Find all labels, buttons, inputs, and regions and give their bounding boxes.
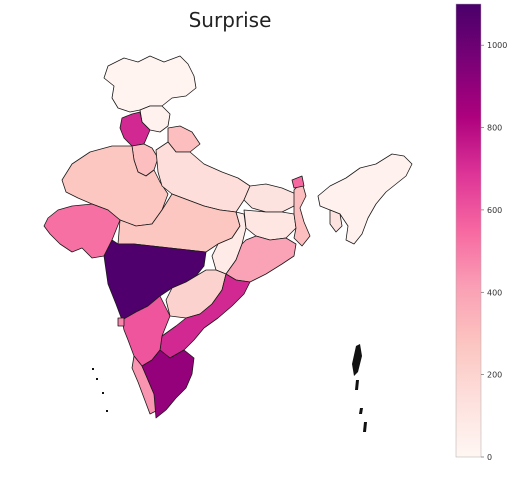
region-andaman-and-nicobar[interactable]	[352, 344, 367, 432]
colorbar-tick-label: 200	[487, 371, 502, 380]
colorbar: 0 200 400 600 800 1000	[455, 3, 507, 462]
region-odisha[interactable]	[225, 235, 297, 283]
region-jammu-and-kashmir[interactable]	[103, 55, 197, 113]
map-title: Surprise	[188, 8, 272, 32]
region-northeast[interactable]	[317, 153, 413, 245]
india-map	[43, 55, 413, 432]
region-tamil-nadu[interactable]	[141, 349, 195, 419]
lakshadweep-islands-icon	[92, 368, 108, 412]
colorbar-tick-label: 0	[487, 453, 492, 462]
region-goa[interactable]	[117, 317, 125, 327]
region-punjab[interactable]	[119, 111, 151, 147]
region-tripura[interactable]	[329, 209, 343, 233]
colorbar-gradient-bar	[455, 3, 482, 458]
colorbar-tick-label: 400	[487, 288, 502, 297]
colorbar-ticks: 0 200 400 600 800 1000	[481, 41, 507, 462]
region-jharkhand[interactable]	[243, 209, 297, 241]
colorbar-tick-label: 800	[487, 124, 502, 133]
region-west-bengal[interactable]	[293, 181, 311, 247]
region-karnataka[interactable]	[121, 295, 171, 367]
region-sikkim[interactable]	[291, 175, 305, 189]
colorbar-tick-label: 1000	[487, 41, 507, 50]
region-bihar[interactable]	[243, 183, 297, 213]
colorbar-tick-label: 600	[487, 206, 502, 215]
